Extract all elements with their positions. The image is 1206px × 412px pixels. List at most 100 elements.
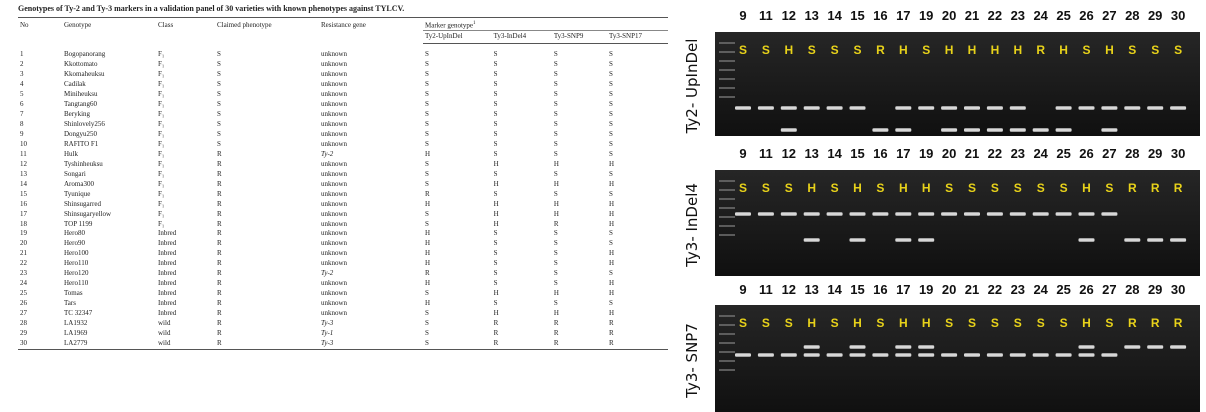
dna-band [1079, 345, 1095, 349]
lane-number: 19 [919, 282, 933, 297]
claimed-phenotype-cell: R [215, 190, 319, 200]
lane-number: 21 [965, 146, 979, 161]
claimed-phenotype-cell: R [215, 249, 319, 259]
resistance-gene-cell: unknown [319, 90, 423, 100]
dna-band [804, 212, 820, 216]
dna-band [1101, 106, 1117, 110]
lane-number: 15 [850, 282, 864, 297]
resistance-gene-cell: Ty-3 [319, 319, 423, 329]
claimed-phenotype-cell: R [215, 160, 319, 170]
genotype-cell: LA1932 [62, 319, 156, 329]
lane-number: 15 [850, 146, 864, 161]
dna-band [872, 128, 888, 132]
lane-number: 17 [896, 282, 910, 297]
genotype-call: S [762, 43, 770, 57]
row-number-cell: 8 [18, 120, 62, 130]
lane-number: 29 [1148, 146, 1162, 161]
genotype-call: S [945, 316, 953, 330]
ty2-upindel-cell: S [423, 44, 492, 60]
genotype-call: H [853, 316, 862, 330]
claimed-phenotype-cell: S [215, 130, 319, 140]
ladder-band [719, 69, 735, 71]
claimed-phenotype-cell: R [215, 269, 319, 279]
row-number-cell: 25 [18, 289, 62, 299]
ladder-band [719, 234, 735, 236]
page: {"table":{"title":"Genotypes of Ty-2 and… [0, 0, 1206, 412]
ty3-indel4-cell: S [492, 100, 552, 110]
genotype-cell: Hero90 [62, 239, 156, 249]
genotype-call: H [899, 181, 908, 195]
genotype-call: H [807, 316, 816, 330]
lane-number: 14 [827, 146, 842, 161]
genotype-cell: Hero120 [62, 269, 156, 279]
ty3-indel4-cell: H [492, 210, 552, 220]
ty2-upindel-cell: H [423, 299, 492, 309]
genotype-call: R [1174, 316, 1183, 330]
group-header-text: Marker genotype [425, 21, 473, 29]
lane-number: 23 [1011, 146, 1025, 161]
lane-number: 27 [1102, 282, 1116, 297]
genotype-cell: Hero100 [62, 249, 156, 259]
dna-band [895, 106, 911, 110]
genotype-call: S [1082, 43, 1090, 57]
ty3-indel4-cell: S [492, 249, 552, 259]
dna-band [895, 345, 911, 349]
claimed-phenotype-cell: S [215, 120, 319, 130]
table-row: 18TOP 1199F₁RunknownSHRH [18, 220, 668, 230]
ty3-indel4-cell: H [492, 289, 552, 299]
dna-band [1147, 238, 1163, 242]
dna-band [1147, 106, 1163, 110]
ty3-indel4-cell: H [492, 220, 552, 230]
claimed-phenotype-cell: R [215, 150, 319, 160]
ty3-snp9-cell: R [552, 329, 607, 339]
ty3-snp9-cell: S [552, 150, 607, 160]
ty3-indel4-cell: S [492, 44, 552, 60]
ladder-band [719, 315, 735, 317]
resistance-gene-cell: unknown [319, 239, 423, 249]
dna-band [1101, 212, 1117, 216]
ty3-snp17-cell: H [607, 279, 668, 289]
table-title: Genotypes of Ty-2 and Ty-3 markers in a … [18, 4, 668, 13]
dna-band [872, 353, 888, 357]
genotype-call: H [807, 181, 816, 195]
sub-header: Ty3-InDel4 [492, 31, 552, 44]
lane-number: 12 [782, 282, 796, 297]
ty3-snp9-cell: H [552, 289, 607, 299]
dna-band [1056, 128, 1072, 132]
lane-number: 29 [1148, 8, 1162, 23]
dna-band [1124, 345, 1140, 349]
ty3-snp9-cell: R [552, 220, 607, 230]
resistance-gene-cell: unknown [319, 190, 423, 200]
dna-band [781, 353, 797, 357]
ty3-indel4-cell: S [492, 150, 552, 160]
ty3-snp9-cell: S [552, 249, 607, 259]
dna-band [827, 212, 843, 216]
lane-number: 12 [782, 8, 796, 23]
dna-band [987, 212, 1003, 216]
dna-band [781, 212, 797, 216]
resistance-gene-cell: unknown [319, 220, 423, 230]
genotype-call: S [1128, 43, 1136, 57]
lane-number: 22 [988, 146, 1002, 161]
lane-number: 19 [919, 146, 933, 161]
genotype-call: H [991, 43, 1000, 57]
ty3-snp17-cell: S [607, 120, 668, 130]
ty2-upindel-cell: S [423, 160, 492, 170]
dna-band [827, 106, 843, 110]
lane-number: 11 [759, 8, 773, 23]
gel-label: Ty3- SNP7 [683, 323, 701, 399]
ladder-band [719, 60, 735, 62]
dna-band [850, 345, 866, 349]
claimed-phenotype-cell: R [215, 180, 319, 190]
dna-band [964, 128, 980, 132]
ty3-indel4-cell: S [492, 120, 552, 130]
claimed-phenotype-cell: S [215, 100, 319, 110]
class-cell: wild [156, 319, 215, 329]
lane-number: 25 [1056, 282, 1070, 297]
resistance-gene-cell: unknown [319, 130, 423, 140]
claimed-phenotype-cell: S [215, 140, 319, 150]
